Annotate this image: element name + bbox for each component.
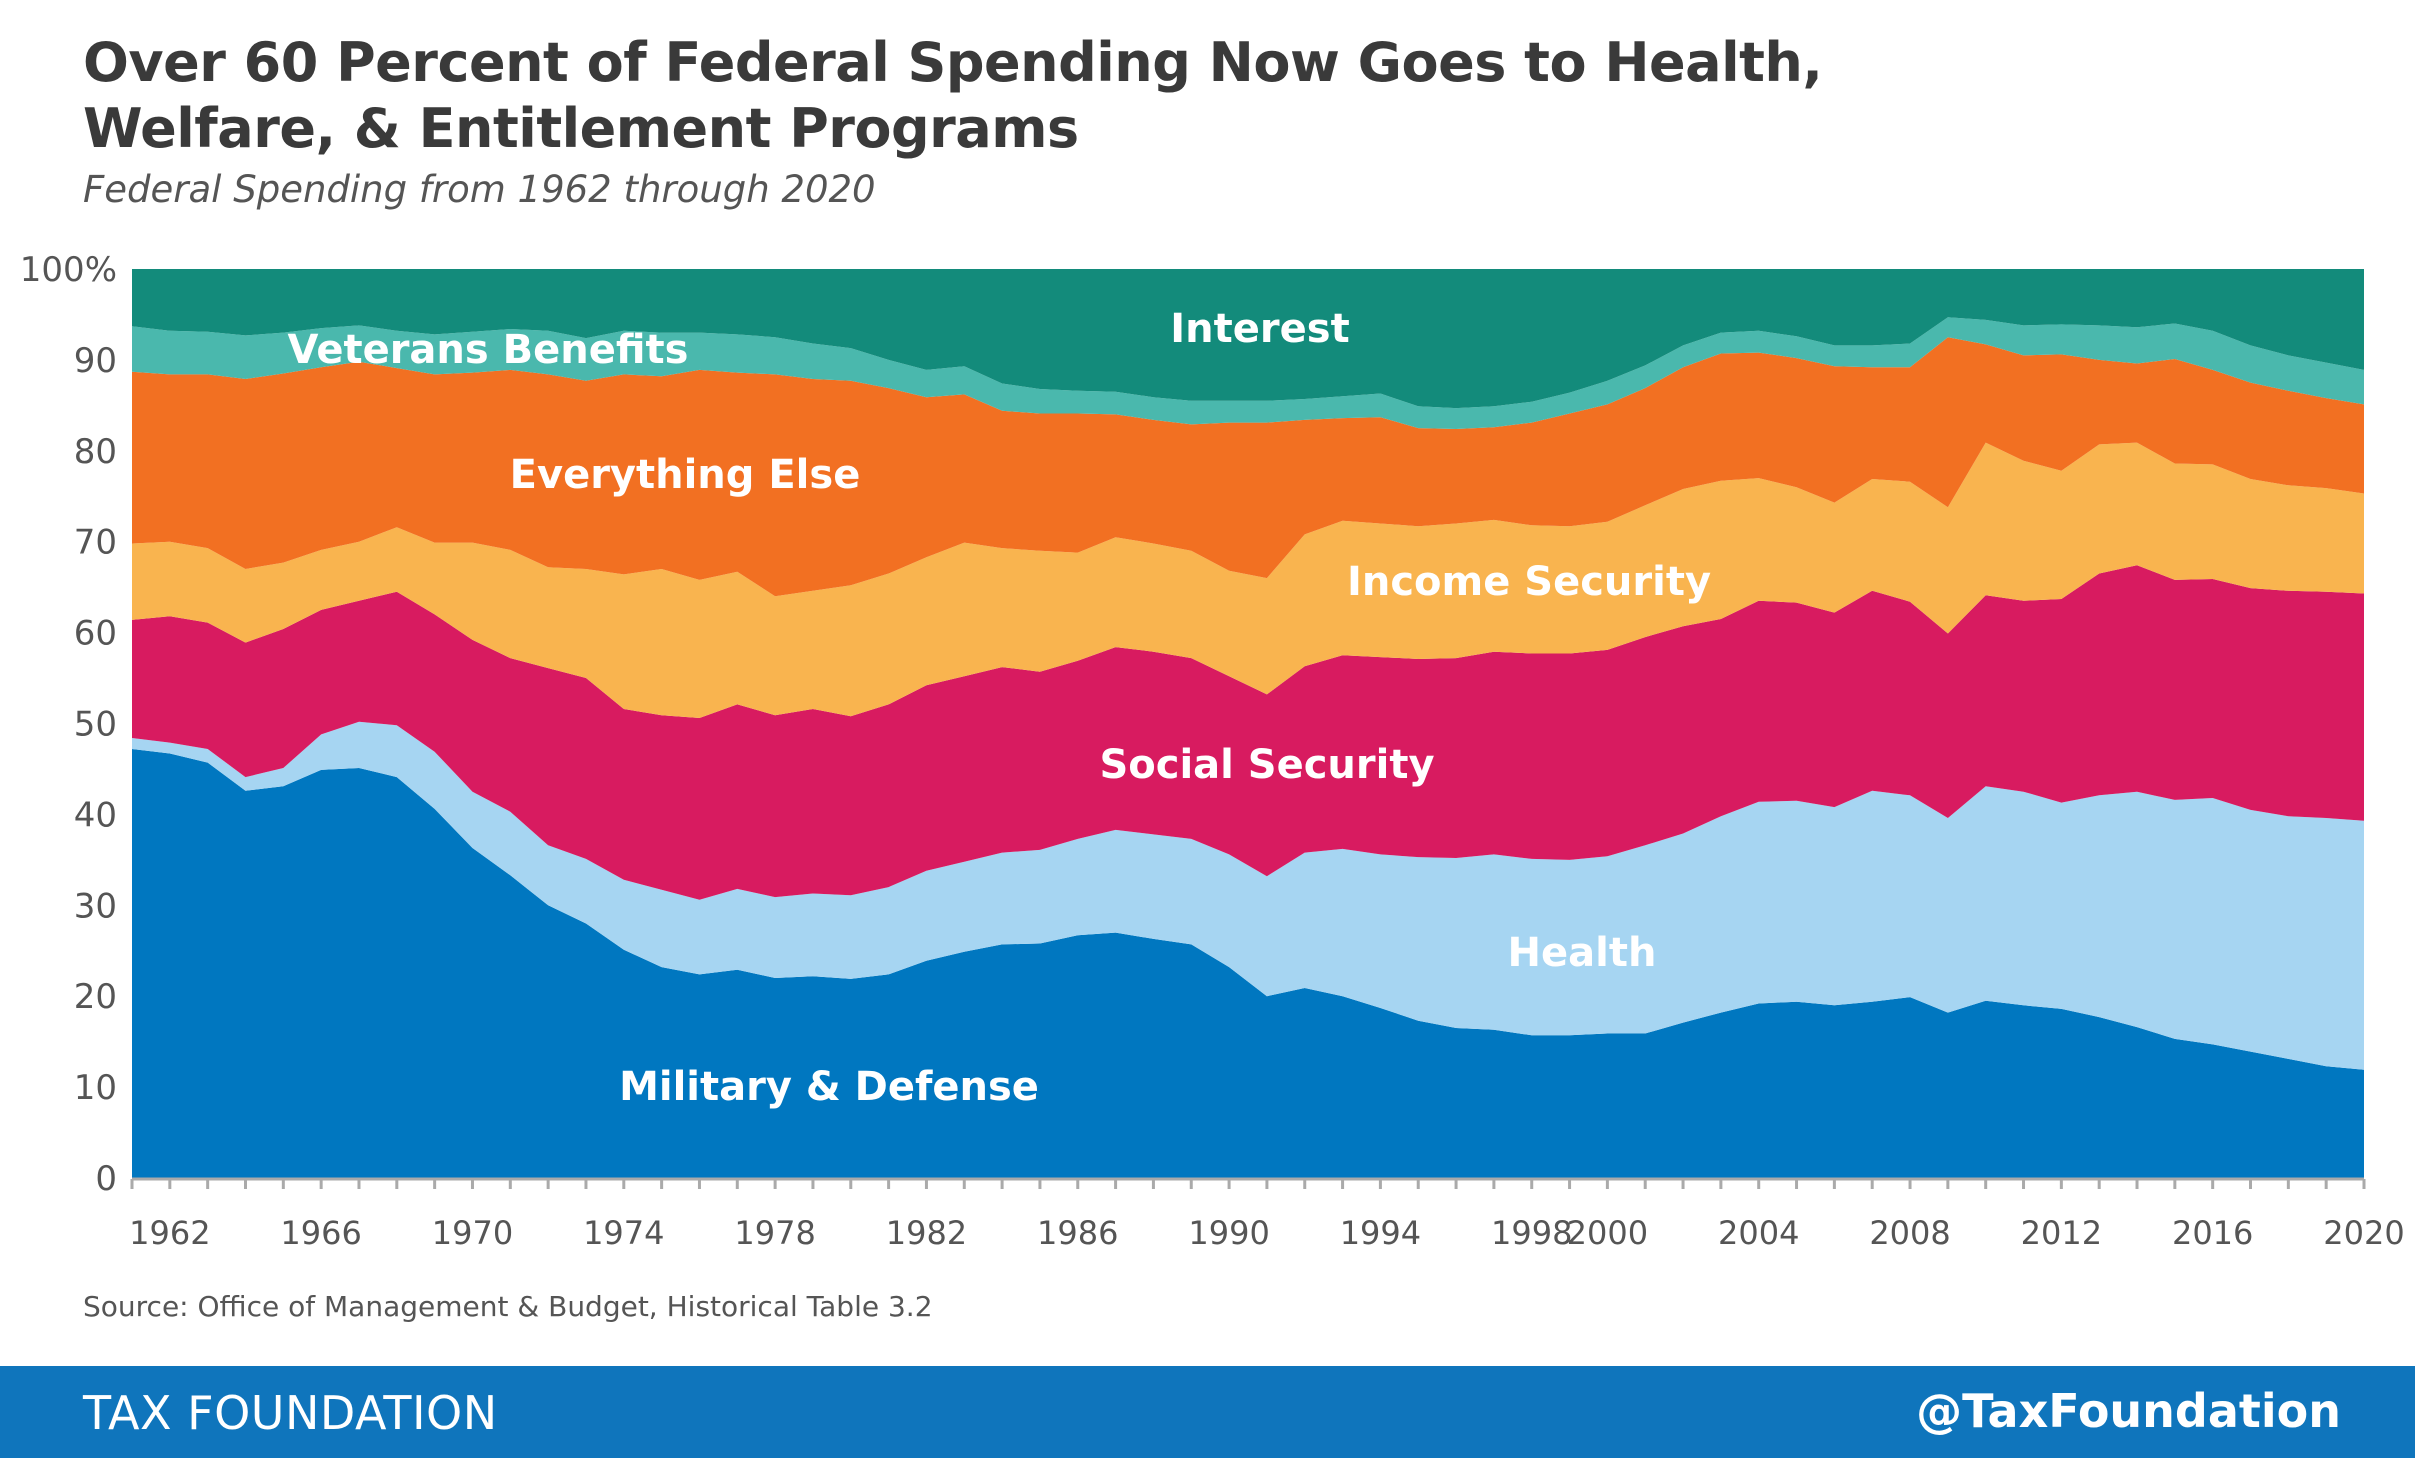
x-tick-label: 1982: [886, 1214, 967, 1252]
x-tick-label: 2008: [1869, 1214, 1950, 1252]
x-tick-label: 2012: [2021, 1214, 2102, 1252]
title-line-2: Welfare, & Entitlement Programs: [83, 97, 1079, 160]
x-tick-label: 2020: [2323, 1214, 2404, 1252]
x-tick-label: 1990: [1188, 1214, 1269, 1252]
chart-title: Over 60 Percent of Federal Spending Now …: [83, 30, 1823, 162]
brand-name: TAX FOUNDATION: [83, 1386, 498, 1440]
x-tick-label: 1986: [1037, 1214, 1118, 1252]
twitter-handle[interactable]: @TaxFoundation: [1916, 1384, 2341, 1438]
area-veterans-benefits: [132, 317, 2364, 429]
x-tick-label: 2000: [1567, 1214, 1648, 1252]
y-tick-label: 20: [74, 977, 117, 1017]
y-tick-label: 70: [74, 523, 117, 563]
series-label: Veterans Benefits: [288, 327, 689, 373]
x-tick-label: 1994: [1340, 1214, 1421, 1252]
y-tick-label: 0: [95, 1159, 117, 1199]
y-tick-label: 10: [74, 1068, 117, 1108]
chart-subtitle: Federal Spending from 1962 through 2020: [83, 168, 876, 211]
x-tick-label: 1998: [1491, 1214, 1572, 1252]
stacked-area-chart: 1962 1966 1970 1974 1978 1982 1986 1990 1994 1998…: [20, 250, 2405, 1252]
y-tick-label: 80: [74, 432, 117, 472]
series-labels: Military & Defense Health Social Security I…: [288, 306, 1711, 1110]
area-layers: [132, 269, 2364, 1178]
title-line-1: Over 60 Percent of Federal Spending Now …: [83, 31, 1823, 94]
series-label: Income Security: [1347, 559, 1711, 605]
area-income-security: [132, 442, 2364, 718]
y-tick-label: 40: [74, 795, 117, 835]
area-military-defense: [132, 749, 2364, 1178]
x-tick-label: 2016: [2172, 1214, 2253, 1252]
footer-bar: TAX FOUNDATION @TaxFoundation: [0, 1366, 2415, 1458]
y-tick-label: 60: [74, 614, 117, 654]
area-health: [132, 721, 2364, 1070]
series-label: Health: [1508, 930, 1657, 976]
series-label: Interest: [1170, 306, 1349, 352]
source-note: Source: Office of Management & Budget, H…: [83, 1290, 933, 1323]
series-label: Social Security: [1099, 742, 1434, 788]
x-tick-label: 1974: [583, 1214, 664, 1252]
axes: 1962 1966 1970 1974 1978 1982 1986 1990 1994 1998…: [20, 250, 2405, 1252]
x-tick-label: 2004: [1718, 1214, 1799, 1252]
y-tick-label: 30: [74, 886, 117, 926]
x-tick-label: 1962: [129, 1214, 210, 1252]
series-label: Everything Else: [510, 452, 861, 498]
y-tick-label: 100%: [20, 250, 117, 290]
y-tick-label: 50: [74, 705, 117, 745]
area-everything-else: [132, 337, 2364, 597]
x-tick-label: 1978: [734, 1214, 815, 1252]
area-interest: [132, 269, 2364, 409]
x-tick-label: 1966: [280, 1214, 361, 1252]
series-label: Military & Defense: [619, 1064, 1039, 1110]
x-tick-label: 1970: [432, 1214, 513, 1252]
area-social-security: [132, 565, 2364, 900]
y-tick-label: 90: [74, 341, 117, 381]
